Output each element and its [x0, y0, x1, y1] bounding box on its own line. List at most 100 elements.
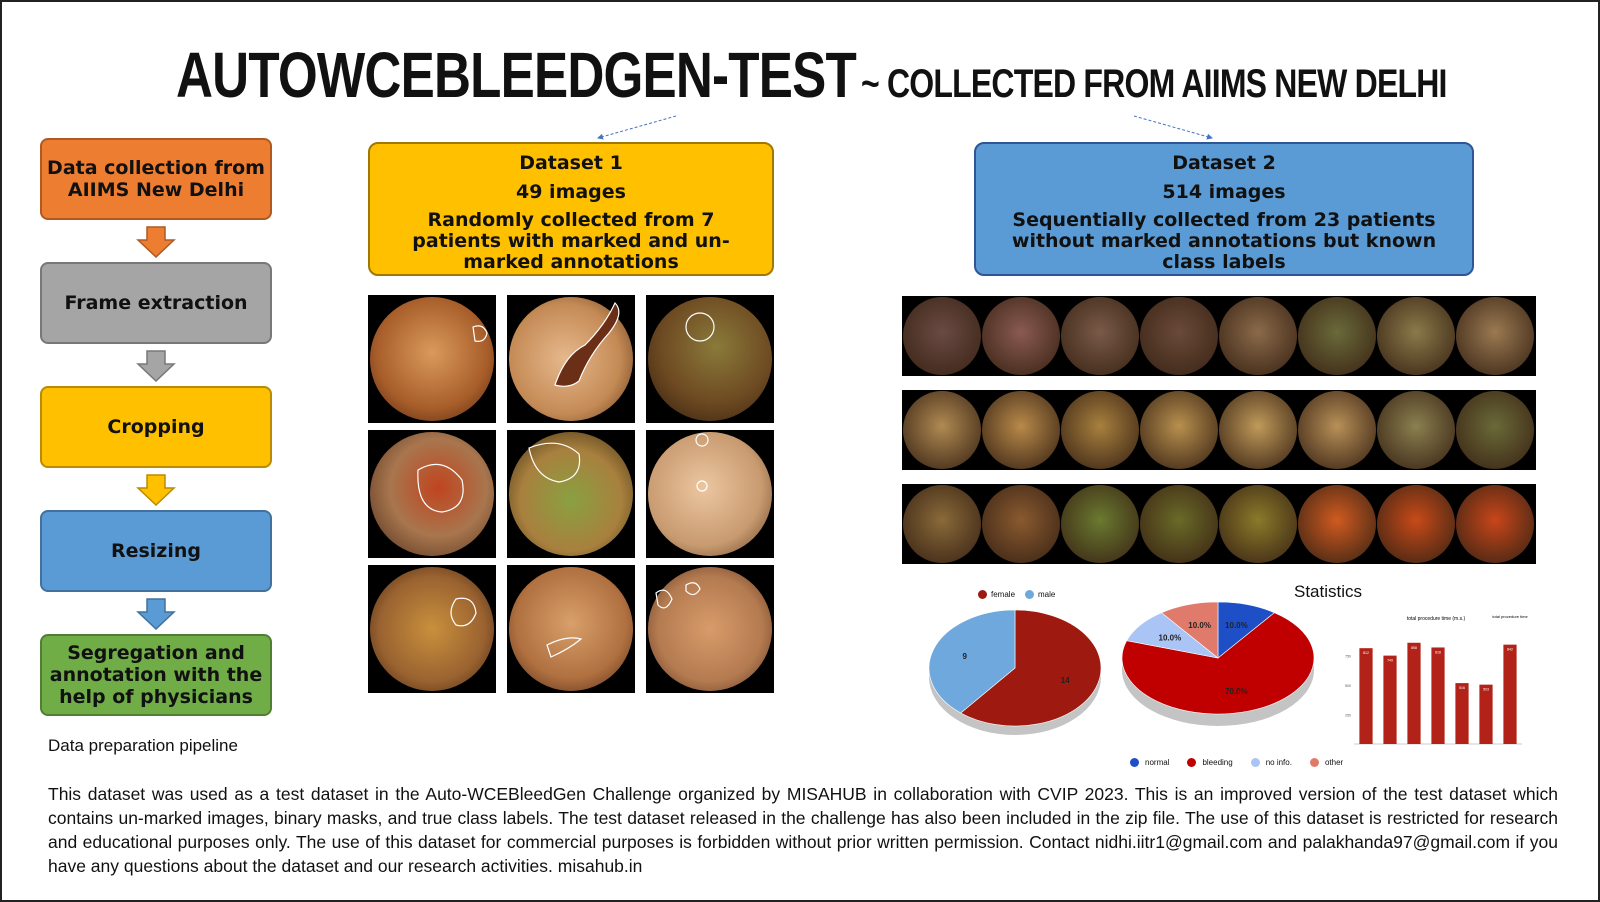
- capsule-image-disc: [1456, 485, 1534, 563]
- y-tick-label: 250: [1345, 714, 1351, 718]
- capsule-image-disc: [903, 297, 981, 375]
- capsule-image-disc: [1456, 297, 1534, 375]
- pie-label: 10.0%: [1225, 621, 1248, 630]
- gender-legend: female male: [978, 590, 1055, 599]
- legend-label-female: female: [991, 590, 1016, 599]
- arrow-down-icon: [136, 598, 176, 630]
- capsule-image: [507, 295, 635, 423]
- pie-label: 10.0%: [1159, 634, 1182, 643]
- pipeline-step-label: Frame extraction: [64, 292, 248, 314]
- arrow-down-icon: [136, 350, 176, 382]
- capsule-image-disc: [1140, 391, 1218, 469]
- capsule-image: [1297, 484, 1376, 564]
- pipeline-step-label: Resizing: [110, 540, 202, 562]
- capsule-image-disc: [1377, 391, 1455, 469]
- dataset-description: This dataset was used as a test dataset …: [48, 784, 1558, 876]
- dataset-1-box: Dataset 1 49 images Randomly collected f…: [368, 142, 774, 276]
- pie-slice-other: [1160, 601, 1219, 659]
- pie-slice-male: [928, 609, 1016, 714]
- capsule-image: [981, 390, 1060, 470]
- capsule-image: [646, 295, 774, 423]
- bar-value-label: 812: [1363, 651, 1369, 655]
- capsule-image: [368, 565, 496, 693]
- bar: [1383, 655, 1397, 744]
- capsule-image: [368, 430, 496, 558]
- dataset-2-desc: Sequentially collected from 23 patients …: [1011, 209, 1437, 273]
- dataset-2-strip-2: [902, 390, 1536, 470]
- capsule-image-disc: [1219, 391, 1297, 469]
- pipeline-step-label: Data collection from AIIMS New Delhi: [47, 157, 265, 201]
- legend-label-bleeding: bleeding: [1202, 758, 1233, 767]
- dataset-2-strip-3: [902, 484, 1536, 564]
- capsule-image: [507, 565, 635, 693]
- capsule-image: [1060, 484, 1139, 564]
- procedure-time-bar-chart: total procedure time (m.s.) total proced…: [1345, 614, 1528, 745]
- y-tick-label: 500: [1345, 684, 1351, 688]
- legend-dot-male: [1025, 590, 1035, 599]
- legend-dot-other: [1309, 758, 1319, 767]
- capsule-image: [1218, 484, 1297, 564]
- pie-label: 70.0%: [1225, 687, 1248, 696]
- dataset-2-name: Dataset 2: [1172, 152, 1276, 174]
- capsule-image: [1455, 296, 1534, 376]
- dataset-2-strip-1: [902, 296, 1536, 376]
- capsule-image: [1376, 296, 1455, 376]
- dataset-1-image-grid: [368, 295, 774, 693]
- pie-slice-bleeding: [1121, 612, 1315, 715]
- capsule-image: [1060, 390, 1139, 470]
- capsule-image: [981, 484, 1060, 564]
- capsule-image: [981, 296, 1060, 376]
- pipeline-step-segregation: Segregation and annotation with the help…: [40, 634, 272, 716]
- capsule-image: [646, 565, 774, 693]
- statistics-title: Statistics: [1294, 582, 1363, 601]
- capsule-image-disc: [1061, 391, 1139, 469]
- capsule-image-disc: [1377, 485, 1455, 563]
- capsule-image-disc: [982, 391, 1060, 469]
- capsule-image: [1297, 296, 1376, 376]
- capsule-image: [507, 430, 635, 558]
- bar-value-label: 749: [1387, 659, 1393, 663]
- capsule-image-disc: [982, 485, 1060, 563]
- capsule-image: [1139, 296, 1218, 376]
- capsule-image-disc: [1140, 485, 1218, 563]
- bar: [1455, 683, 1469, 744]
- capsule-image-disc: [1456, 391, 1534, 469]
- bar: [1503, 644, 1517, 744]
- capsule-image: [1139, 390, 1218, 470]
- pipeline-step-frame-extraction: Frame extraction: [40, 262, 272, 344]
- legend-dot-bleeding: [1187, 758, 1197, 767]
- pipeline-step-label: Segregation and annotation with the help…: [49, 642, 263, 708]
- capsule-image-disc: [1298, 297, 1376, 375]
- gender-pie-chart: 14 9: [928, 609, 1102, 735]
- capsule-image: [1376, 390, 1455, 470]
- capsule-image-disc: [1140, 297, 1218, 375]
- dataset-1-count: 49 images: [516, 181, 626, 203]
- dataset-1-desc: Randomly collected from 7 patients with …: [412, 209, 730, 273]
- dataset-2-count: 514 images: [1162, 181, 1286, 203]
- bar-value-label: 818: [1435, 650, 1441, 654]
- pipeline-step-cropping: Cropping: [40, 386, 272, 468]
- bar-chart-title: total procedure time (m.s.): [1407, 616, 1466, 622]
- title-main: AUTOWCEBLEEDGEN-TEST: [176, 39, 857, 111]
- bar-chart-legend: total procedure time: [1492, 614, 1528, 619]
- arrow-down-icon: [136, 474, 176, 506]
- legend-dot-no-info: [1250, 758, 1260, 767]
- capsule-image: [1218, 390, 1297, 470]
- pie-label: 9: [963, 652, 968, 661]
- capsule-image: [1060, 296, 1139, 376]
- bar-value-label: 516: [1459, 686, 1465, 690]
- arrow-down-icon: [136, 226, 176, 258]
- bar-value-label: 503: [1483, 688, 1489, 692]
- capsule-image: [1376, 484, 1455, 564]
- capsule-image-disc: [1219, 485, 1297, 563]
- pipeline-step-resizing: Resizing: [40, 510, 272, 592]
- pie-label: 14: [1061, 676, 1070, 685]
- dataset-1-name: Dataset 1: [519, 152, 623, 174]
- pipeline-step-label: Cropping: [107, 416, 205, 438]
- capsule-image: [902, 296, 981, 376]
- class-legend: normal bleeding no info. other: [1130, 758, 1343, 767]
- capsule-image-disc: [982, 297, 1060, 375]
- title-connectors: [597, 115, 1213, 140]
- capsule-image-disc: [903, 485, 981, 563]
- capsule-image: [646, 430, 774, 558]
